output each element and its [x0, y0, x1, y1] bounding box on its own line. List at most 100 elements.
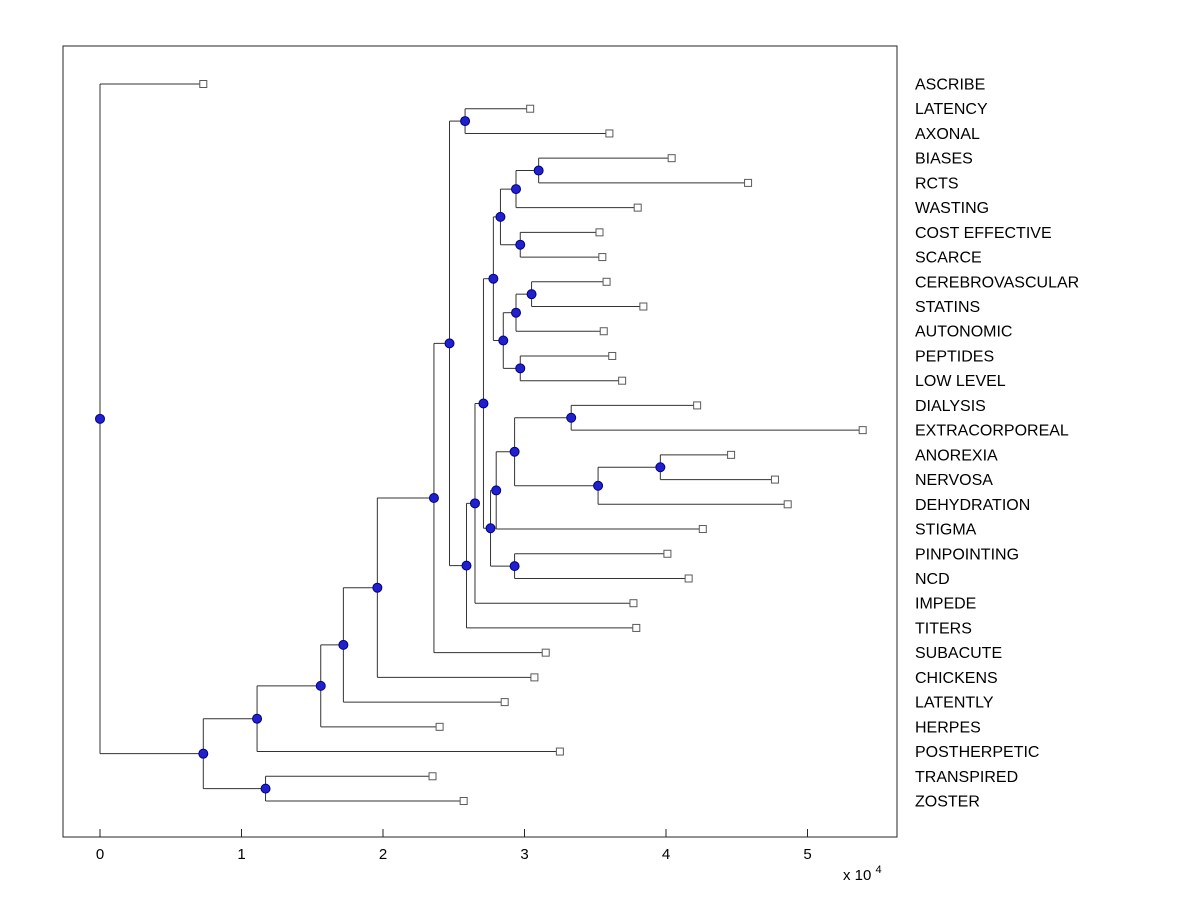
leaf-label: SUBACUTE	[915, 645, 1002, 662]
leaf-label: EXTRACORPOREAL	[915, 423, 1069, 440]
internal-node-marker	[478, 398, 489, 409]
leaf-marker	[598, 253, 607, 262]
x-tick-label: 1	[237, 846, 245, 863]
leaf-label: ANOREXIA	[915, 447, 998, 464]
internal-node-marker	[460, 116, 471, 127]
internal-node-marker	[485, 523, 496, 534]
internal-node-marker	[95, 413, 105, 424]
leaf-label: ASCRIBE	[915, 77, 985, 94]
internal-node-marker	[461, 560, 472, 571]
axis-layer: 0 1 2 3 4 5 x 10 4	[62, 45, 898, 884]
leaf-marker	[595, 228, 604, 237]
internal-node-marker	[338, 639, 349, 650]
x-tick-label: 2	[379, 846, 387, 863]
leaf-label: PEPTIDES	[915, 348, 994, 365]
leaf-label: LATENCY	[915, 101, 988, 118]
internal-node-marker	[488, 273, 499, 284]
leaf-marker	[618, 376, 627, 385]
leaf-marker	[858, 426, 867, 435]
internal-node-marker	[428, 493, 439, 504]
leaf-label: TITERS	[915, 620, 972, 637]
leaf-marker	[727, 450, 736, 459]
leaf-label: SCARCE	[915, 250, 982, 267]
leaf-marker	[602, 277, 611, 286]
internal-node-marker	[533, 165, 544, 176]
leaf-marker	[629, 599, 638, 608]
leaf-marker	[500, 698, 509, 707]
internal-node-marker	[593, 480, 604, 491]
leaf-marker	[459, 796, 468, 805]
leaf-label: POSTHERPETIC	[915, 744, 1039, 761]
leaf-label: AUTONOMIC	[915, 324, 1012, 341]
branch-lines-layer	[99, 83, 863, 802]
leaf-label: NCD	[915, 571, 950, 588]
leaf-marker	[608, 351, 617, 360]
leaf-label: IMPEDE	[915, 596, 976, 613]
leaf-label: BIASES	[915, 151, 973, 168]
leaf-label: PINPOINTING	[915, 546, 1019, 563]
leaf-marker	[684, 574, 693, 583]
leaf-label: LATENTLY	[915, 695, 994, 712]
internal-node-marker	[509, 561, 520, 572]
leaf-label: STATINS	[915, 299, 980, 316]
leaf-marker	[744, 178, 753, 187]
markers-layer	[95, 80, 867, 805]
leaf-marker	[530, 673, 539, 682]
leaf-label: AXONAL	[915, 126, 980, 143]
labels-layer: ASCRIBE LATENCY AXONAL BIASES RCTS WASTING COS…	[915, 77, 1079, 811]
internal-node-marker	[655, 462, 666, 473]
leaf-label: HERPES	[915, 719, 981, 736]
x-axis-exponent-label: x 10 4	[843, 864, 882, 884]
x-tick-label: 0	[96, 846, 104, 863]
leaf-label: CHICKENS	[915, 670, 998, 687]
leaf-marker	[633, 203, 642, 212]
internal-node-marker	[444, 338, 455, 349]
leaf-marker	[599, 327, 608, 336]
internal-node-marker	[260, 783, 271, 794]
internal-node-marker	[526, 289, 537, 300]
leaf-label: RCTS	[915, 175, 959, 192]
x-tick-label: 3	[520, 846, 528, 863]
leaf-label: STIGMA	[915, 522, 977, 539]
internal-node-marker	[515, 239, 526, 250]
plot-border	[62, 45, 898, 838]
internal-node-marker	[372, 582, 383, 593]
internal-node-marker	[498, 335, 509, 346]
leaf-marker	[428, 772, 437, 781]
leaf-label: WASTING	[915, 200, 989, 217]
internal-node-marker	[511, 184, 522, 195]
internal-node-marker	[511, 307, 522, 318]
leaf-marker	[663, 549, 672, 558]
leaf-marker	[783, 500, 792, 509]
leaf-label: NERVOSA	[915, 472, 993, 489]
internal-node-marker	[509, 446, 520, 457]
leaf-marker	[693, 401, 702, 410]
internal-node-marker	[566, 412, 577, 423]
leaf-marker	[435, 722, 444, 731]
leaf-marker	[770, 475, 779, 484]
internal-node-marker	[252, 713, 263, 724]
leaf-marker	[667, 154, 676, 163]
internal-node-marker	[495, 211, 506, 222]
leaf-marker	[541, 648, 550, 657]
leaf-label: LOW LEVEL	[915, 373, 1006, 390]
leaf-label: TRANSPIRED	[915, 769, 1018, 786]
leaf-marker	[632, 623, 641, 632]
leaf-marker	[605, 129, 614, 138]
leaf-marker	[526, 104, 535, 113]
leaf-marker	[698, 525, 707, 534]
leaf-label: CEREBROVASCULAR	[915, 274, 1079, 291]
internal-node-marker	[198, 748, 209, 759]
leaf-label: COST EFFECTIVE	[915, 225, 1052, 242]
leaf-marker	[639, 302, 648, 311]
leaf-label: DEHYDRATION	[915, 497, 1030, 514]
internal-node-marker	[515, 363, 526, 374]
leaf-label: DIALYSIS	[915, 398, 986, 415]
x-tick-label: 5	[803, 846, 811, 863]
leaf-label: ZOSTER	[915, 793, 980, 810]
x-tick-label: 4	[662, 846, 670, 863]
leaf-marker	[555, 747, 564, 756]
leaf-marker	[199, 80, 208, 88]
internal-node-marker	[491, 485, 502, 496]
